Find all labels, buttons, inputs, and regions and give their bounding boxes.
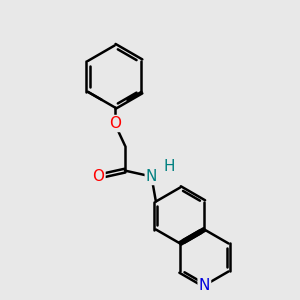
Text: O: O: [109, 116, 121, 131]
Text: O: O: [92, 169, 104, 184]
Text: H: H: [164, 159, 175, 174]
Text: N: N: [199, 278, 210, 293]
Text: N: N: [146, 169, 157, 184]
